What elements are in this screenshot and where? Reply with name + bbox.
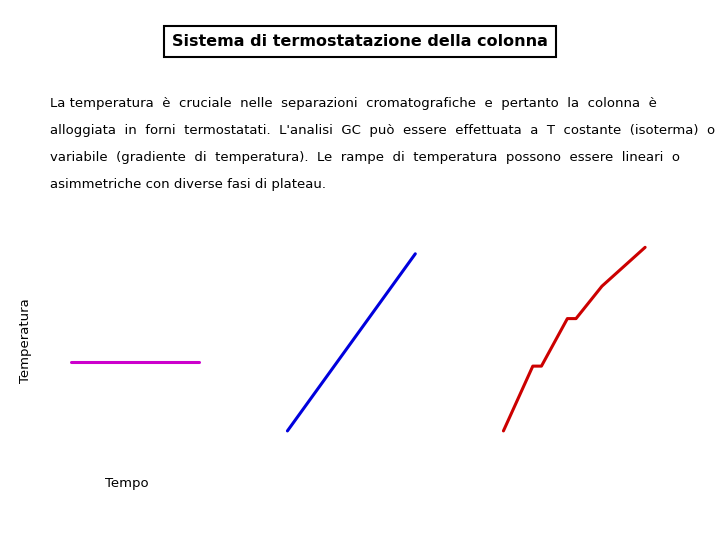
Text: La temperatura  è  cruciale  nelle  separazioni  cromatografiche  e  pertanto  l: La temperatura è cruciale nelle separazi… — [50, 97, 657, 110]
Text: alloggiata  in  forni  termostatati.  L'analisi  GC  può  essere  effettuata  a : alloggiata in forni termostatati. L'anal… — [50, 124, 716, 137]
Text: asimmetriche con diverse fasi di plateau.: asimmetriche con diverse fasi di plateau… — [50, 178, 326, 191]
Text: Sistema di termostatazione della colonna: Sistema di termostatazione della colonna — [172, 35, 548, 49]
Text: variabile  (gradiente  di  temperatura).  Le  rampe  di  temperatura  possono  e: variabile (gradiente di temperatura). Le… — [50, 151, 680, 164]
Text: Temperatura: Temperatura — [19, 298, 32, 382]
Text: Tempo: Tempo — [105, 477, 148, 490]
